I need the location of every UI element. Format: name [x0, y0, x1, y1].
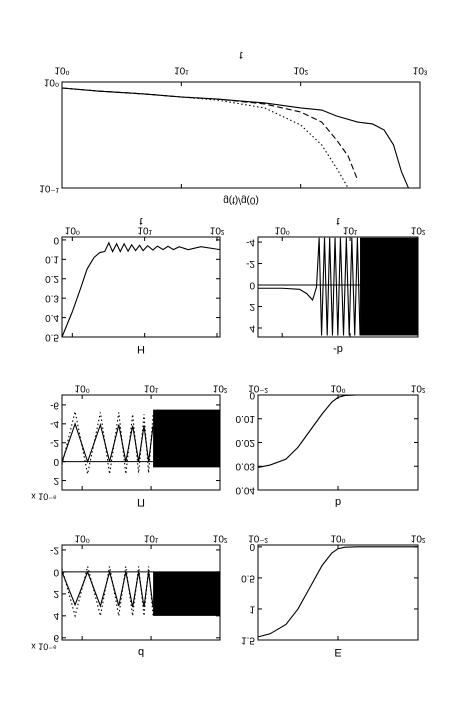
panel-label: d	[138, 646, 144, 658]
x-tick-label: 10²	[210, 224, 225, 235]
y-tick-label: 6	[53, 632, 59, 643]
y-tick-label: 0.03	[236, 461, 256, 472]
y-tick-label: 0	[53, 456, 59, 467]
y-tick-label: 10⁰	[44, 76, 59, 87]
y-tick-label: 2	[249, 301, 255, 312]
series-line	[258, 546, 418, 638]
y-tick-label: 0	[249, 541, 255, 552]
y-tick-label: 2	[53, 475, 59, 486]
plot-frame	[257, 544, 419, 641]
plot-frame	[257, 236, 419, 338]
x-tick-label: 10²	[213, 532, 228, 543]
y-tick-label: 0.04	[236, 484, 256, 495]
plot-frame	[257, 394, 419, 491]
series-line	[62, 241, 220, 337]
x-tick-label: 10²	[411, 382, 426, 393]
x-axis-label: t	[239, 49, 242, 61]
panel-label: Π	[137, 496, 145, 508]
x-tick-label: 10¹	[144, 382, 159, 393]
y-tick-label: 0	[53, 234, 59, 245]
series-line	[62, 87, 349, 188]
y-tick-label: -6	[50, 399, 59, 410]
panel-label: -b	[333, 343, 343, 355]
y-tick-label: 0.5	[241, 572, 255, 583]
y-tick-label: 0.2	[45, 273, 59, 284]
series-line	[62, 422, 154, 464]
y-tick-label: 4	[249, 322, 255, 333]
series-line	[62, 87, 359, 181]
x-axis-label: t	[336, 215, 339, 227]
x-tick-label: 10²	[293, 64, 308, 75]
y-tick-label: 10⁻¹	[39, 182, 59, 193]
series-line	[258, 237, 361, 336]
y-tick-label: 0	[249, 279, 255, 290]
x-tick-label: 10⁰	[330, 382, 345, 393]
x-tick-label: 10²	[411, 532, 426, 543]
series-line	[62, 411, 154, 475]
x-tick-label: 10⁻²	[248, 532, 268, 543]
plot-frame	[61, 236, 221, 338]
x-tick-label: 10²	[411, 224, 426, 235]
panel-label: b	[335, 496, 341, 508]
y-tick-label: 0.01	[236, 413, 256, 424]
panel-label: H	[137, 343, 145, 355]
y-tick-label: 0.3	[45, 293, 59, 304]
x-tick-label: 10⁰	[275, 224, 290, 235]
y-tick-label: 0.4	[45, 312, 59, 323]
y-tick-label: -4	[246, 236, 255, 247]
y-tick-label: 1.5	[241, 634, 255, 645]
y-tick-label: -2	[50, 437, 59, 448]
oscillation-band	[360, 237, 418, 336]
panel-label: E	[334, 646, 341, 658]
x-tick-label: 10²	[213, 382, 228, 393]
x-tick-label: 10⁰	[65, 224, 80, 235]
y-tick-label: -2	[50, 544, 59, 555]
x-tick-label: 10¹	[174, 64, 189, 75]
oscillation-band	[153, 409, 220, 468]
y-axis-label: g(t)/g(0)	[223, 194, 259, 205]
series-line	[62, 569, 154, 608]
oscillation-band	[153, 571, 220, 616]
x-tick-label: 10⁰	[75, 382, 90, 393]
series-line	[62, 566, 154, 618]
y-tick-label: 2	[53, 588, 59, 599]
x-tick-label: 10⁻²	[248, 382, 268, 393]
y-tick-label: 0.5	[45, 331, 59, 342]
y-tick-label: 0.02	[236, 437, 256, 448]
y-tick-label: 4	[53, 610, 59, 621]
y-tick-label: -2	[246, 258, 255, 269]
x-tick-label: 10⁰	[54, 64, 69, 75]
series-line	[258, 395, 418, 468]
x-tick-label: 10⁰	[75, 532, 90, 543]
y-tick-label: -4	[50, 418, 59, 429]
x-tick-label: 10⁰	[330, 532, 345, 543]
series-line	[62, 87, 409, 188]
plot-frame	[61, 544, 221, 641]
y-tick-label: 1	[249, 603, 255, 614]
scale-label: x 10⁻⁶	[31, 642, 57, 652]
y-tick-label: 0	[249, 389, 255, 400]
y-tick-label: 0.1	[45, 254, 59, 265]
x-axis-label: t	[139, 215, 142, 227]
x-tick-label: 10³	[413, 64, 428, 75]
x-tick-label: 10¹	[137, 224, 152, 235]
y-tick-label: 0	[53, 566, 59, 577]
plot-frame	[61, 81, 421, 189]
scale-label: x 10⁻⁶	[31, 492, 57, 502]
x-tick-label: 10¹	[144, 532, 159, 543]
x-tick-label: 10¹	[343, 224, 358, 235]
